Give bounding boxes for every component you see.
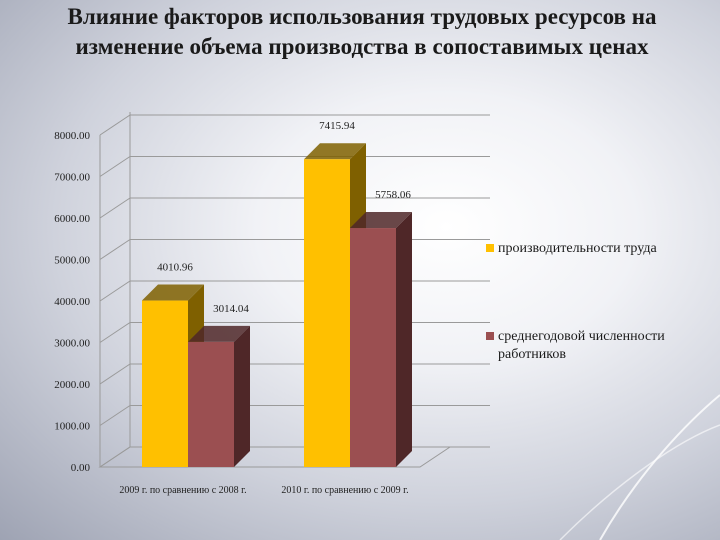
legend-label-productivity: производительности труда xyxy=(498,241,657,256)
bar-s1-c2 xyxy=(304,159,350,467)
legend-item-productivity: производительности труда xyxy=(486,240,720,258)
data-label-s2-c2: 5758.06 xyxy=(375,189,411,201)
legend-item-headcount: среднегодовой численности работников xyxy=(486,328,720,364)
gridline-diag-4 xyxy=(99,280,131,302)
bar-top-s2-c1 xyxy=(188,325,250,342)
y-tick-label-1: 1000.00 xyxy=(54,421,90,433)
gridline-diag-1 xyxy=(99,405,131,426)
bar-top-s1-c2 xyxy=(304,143,366,160)
y-tick-label-4: 4000.00 xyxy=(54,296,90,308)
y-tick-label-6: 6000.00 xyxy=(54,213,90,225)
legend-label-headcount: среднегодовой численности работников xyxy=(498,329,665,362)
gridline-diag-7 xyxy=(99,156,131,177)
x-category-label-1: 2009 г. по сравнению с 2008 г. xyxy=(119,485,246,496)
bar-side-s2-c2 xyxy=(396,212,412,467)
gridline-diag-0 xyxy=(99,446,131,468)
y-tick-label-7: 7000.00 xyxy=(54,172,90,184)
title-line-1: Влияние факторов использования трудовых … xyxy=(67,4,657,29)
y-tick-label-2: 2000.00 xyxy=(54,379,90,391)
gridline-diag-8 xyxy=(99,114,131,136)
gridline-diag-3 xyxy=(99,322,131,343)
data-label-s1-c2: 7415.94 xyxy=(319,120,355,132)
legend-swatch-productivity xyxy=(486,244,494,252)
bar-s2-c1 xyxy=(188,341,234,467)
data-label-s2-c1: 3014.04 xyxy=(213,303,249,315)
chart-legend: производительности труда среднегодовой ч… xyxy=(486,240,720,364)
bar-top-s1-c1 xyxy=(142,284,204,301)
legend-swatch-headcount xyxy=(486,332,494,340)
y-tick-label-8: 8000.00 xyxy=(54,130,90,142)
y-tick-label-5: 5000.00 xyxy=(54,255,90,267)
y-tick-label-3: 3000.00 xyxy=(54,338,90,350)
data-label-s1-c1: 4010.96 xyxy=(157,262,193,274)
bar-side-s2-c1 xyxy=(234,325,250,467)
chart-title: Влияние факторов использования трудовых … xyxy=(0,2,720,62)
title-line-2: изменение объема производства в сопостав… xyxy=(75,34,649,59)
bar-top-s2-c2 xyxy=(350,212,412,229)
gridline-diag-6 xyxy=(99,197,131,219)
gridline-diag-5 xyxy=(99,239,131,260)
bar-s1-c1 xyxy=(142,300,188,467)
gridline-diag-2 xyxy=(99,363,131,385)
bar-s2-c2 xyxy=(350,228,396,467)
x-category-label-2: 2010 г. по сравнению с 2009 г. xyxy=(281,485,408,496)
y-tick-label-0: 0.00 xyxy=(71,462,91,474)
